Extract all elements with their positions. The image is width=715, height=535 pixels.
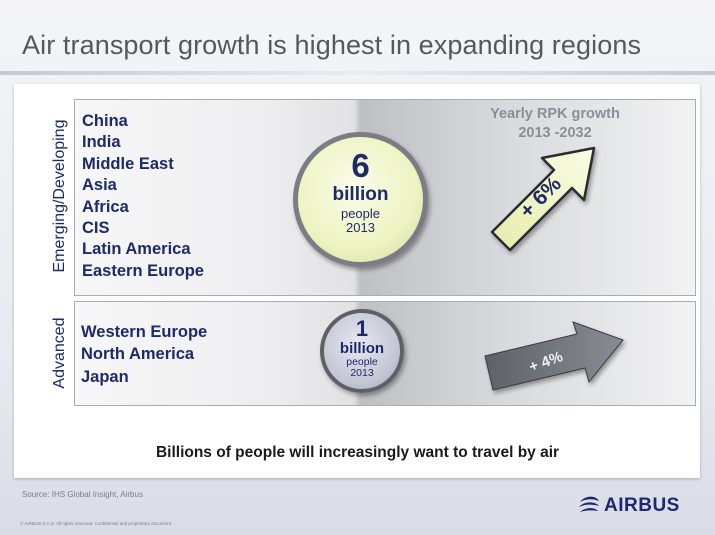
advanced-population-value: 1 <box>355 316 369 341</box>
source-note: Source: IHS Global Insight, Airbus <box>22 490 143 499</box>
growth-header: Yearly RPK growth 2013 -2032 <box>469 105 641 143</box>
advanced-growth-arrow-icon <box>484 321 624 391</box>
list-item: Asia <box>82 176 117 195</box>
airbus-swirl-icon <box>579 496 599 512</box>
emerging-population-unit: billion <box>332 184 389 205</box>
growth-header-period: 2013 -2032 <box>518 125 592 141</box>
emerging-label: Emerging/Developing <box>51 119 68 273</box>
emerging-population-value: 6 <box>351 147 370 184</box>
list-item: North America <box>81 345 195 364</box>
list-item: Eastern Europe <box>82 261 204 280</box>
emerging-region-list: China India Middle East Asia Africa CIS … <box>82 111 204 282</box>
list-item: India <box>82 133 121 152</box>
tagline: Billions of people will increasingly wan… <box>155 444 560 461</box>
airbus-logo-text: AIRBUS <box>604 495 680 516</box>
list-item: China <box>82 112 128 130</box>
copyright-note: © AIRBUS S.A.S. All rights reserved. Con… <box>20 521 173 526</box>
list-item: Japan <box>81 367 129 386</box>
airbus-logo: AIRBUS <box>577 492 699 520</box>
list-item: CIS <box>82 219 110 238</box>
advanced-region-list: Western Europe North America Japan <box>81 321 207 388</box>
emerging-population-circle: 6 billion people 2013 <box>293 132 428 267</box>
list-item: Western Europe <box>81 323 208 341</box>
emerging-population-people: people <box>340 206 381 221</box>
growth-header-title: Yearly RPK growth <box>490 106 620 122</box>
emerging-growth-arrow-icon <box>490 146 596 252</box>
list-item: Middle East <box>82 154 174 173</box>
advanced-population-year: 2013 <box>350 366 374 379</box>
main-panel: Emerging/Developing China India Middle E… <box>14 84 700 478</box>
advanced-population-unit: billion <box>339 340 385 357</box>
list-item: Africa <box>82 197 129 216</box>
list-item: Latin America <box>82 240 191 259</box>
advanced-population-people: people <box>346 356 378 368</box>
page-title: Air transport growth is highest in expan… <box>22 30 642 60</box>
emerging-population-year: 2013 <box>346 220 375 235</box>
title-divider <box>0 71 715 75</box>
advanced-population-circle: 1 billion people 2013 <box>320 309 404 393</box>
advanced-label: Advanced <box>51 317 68 389</box>
